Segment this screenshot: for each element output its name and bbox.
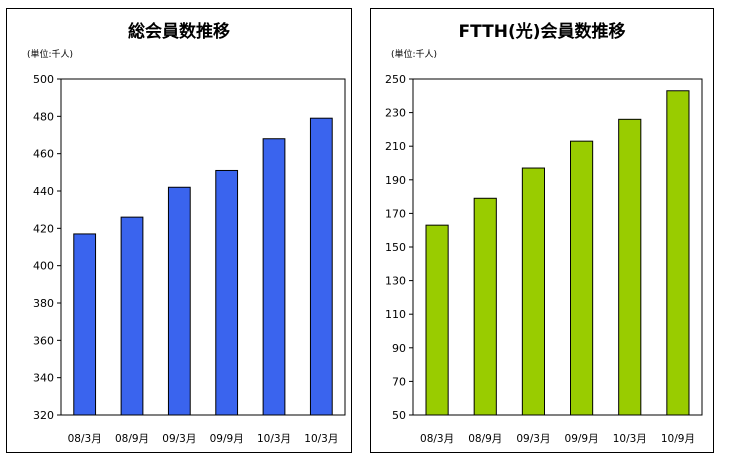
bar-08/3月 bbox=[425, 224, 449, 416]
y-tick-label: 190 bbox=[385, 174, 406, 187]
unit-label: (単位:千人) bbox=[391, 50, 438, 60]
y-tick-label: 170 bbox=[385, 207, 406, 220]
bar-10/3月 bbox=[309, 117, 333, 416]
x-tick-label: 08/3月 bbox=[68, 433, 102, 445]
x-tick-label: 09/9月 bbox=[210, 433, 244, 445]
y-tick-label: 230 bbox=[385, 107, 406, 120]
bar-chart-ftth-members: 50 70 90 110 130 150 170 190 210 230 250 08/3月 08/9月… bbox=[385, 73, 703, 445]
y-tick-label: 110 bbox=[385, 308, 406, 321]
y-tick-label: 500 bbox=[33, 73, 54, 86]
x-tick-label: 09/3月 bbox=[162, 433, 196, 445]
bar-08/9月 bbox=[473, 197, 497, 416]
x-tick-label: 09/9月 bbox=[565, 433, 599, 445]
chart-title: FTTH(光)会員数推移 bbox=[458, 22, 626, 42]
plot-area bbox=[60, 78, 346, 416]
bar-chart-total-members: 320 340 360 380 400 420 440 460 480 500 08/3月 08/9月… bbox=[33, 73, 346, 445]
y-tick-label: 460 bbox=[33, 148, 54, 161]
y-tick-label: 360 bbox=[33, 334, 54, 347]
y-tick-label: 320 bbox=[33, 409, 54, 422]
bar-09/9月 bbox=[570, 140, 594, 416]
x-tick-label: 10/9月 bbox=[661, 433, 695, 445]
x-tick-label: 09/3月 bbox=[516, 433, 550, 445]
x-tick-label: 08/9月 bbox=[115, 433, 149, 445]
y-tick-label: 340 bbox=[33, 372, 54, 385]
y-tick-label: 210 bbox=[385, 140, 406, 153]
y-tick-label: 380 bbox=[33, 297, 54, 310]
x-tick-label: 08/3月 bbox=[420, 433, 454, 445]
chart-panel-total-members: 総会員数推移 (単位:千人) 320 340 360 380 400 420 440 460 4… bbox=[6, 8, 352, 453]
x-tick-label: 08/9月 bbox=[468, 433, 502, 445]
y-tick-label: 400 bbox=[33, 260, 54, 273]
x-tick-label: 10/3月 bbox=[304, 433, 338, 445]
bar-09/3月 bbox=[167, 186, 191, 416]
y-tick-label: 480 bbox=[33, 110, 54, 123]
bar-10/3月 bbox=[618, 118, 642, 416]
x-tick-label: 10/3月 bbox=[257, 433, 291, 445]
bar-08/3月 bbox=[73, 233, 97, 416]
y-tick-label: 70 bbox=[392, 375, 406, 388]
y-tick-label: 50 bbox=[392, 409, 406, 422]
bar-08/9月 bbox=[120, 216, 144, 416]
bar-10/3月 bbox=[262, 138, 286, 416]
bar-10/9月 bbox=[666, 90, 690, 416]
plot-area bbox=[412, 78, 703, 416]
y-tick-label: 440 bbox=[33, 185, 54, 198]
y-tick-label: 130 bbox=[385, 275, 406, 288]
chart-title: 総会員数推移 bbox=[128, 22, 230, 42]
bar-09/9月 bbox=[215, 169, 239, 416]
x-tick-label: 10/3月 bbox=[613, 433, 647, 445]
y-tick-label: 250 bbox=[385, 73, 406, 86]
unit-label: (単位:千人) bbox=[27, 50, 74, 60]
y-tick-label: 150 bbox=[385, 241, 406, 254]
chart-panel-ftth-members: FTTH(光)会員数推移 (単位:千人) 50 70 90 110 130 150 170 1… bbox=[370, 8, 714, 453]
y-tick-label: 90 bbox=[392, 342, 406, 355]
y-tick-label: 420 bbox=[33, 222, 54, 235]
bar-09/3月 bbox=[521, 167, 545, 416]
